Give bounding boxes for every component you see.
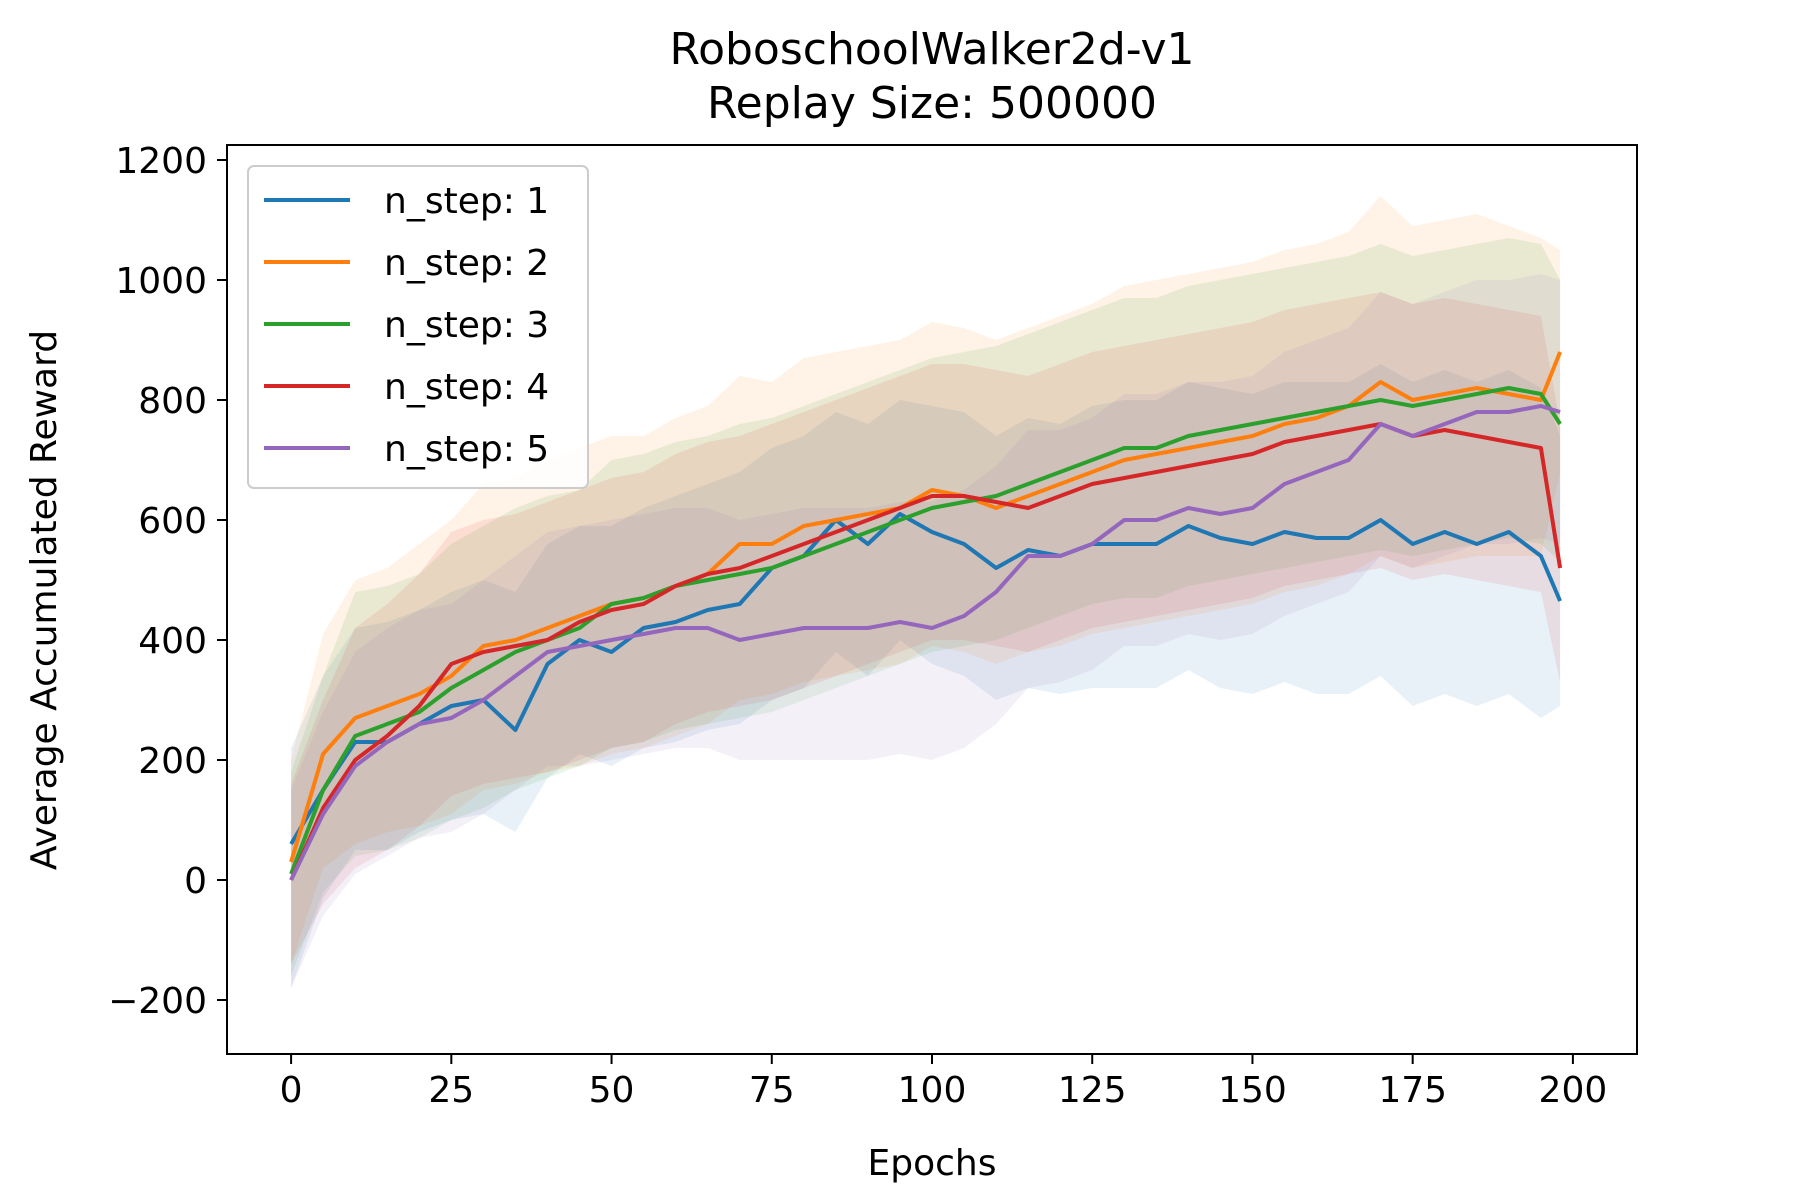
y-tick-label: 0 bbox=[184, 861, 207, 902]
series-3-line bbox=[289, 386, 1562, 875]
x-tick-label: 125 bbox=[1058, 1070, 1127, 1111]
x-tick-label: 100 bbox=[898, 1070, 967, 1111]
x-axis-label: Epochs bbox=[868, 1143, 997, 1184]
y-axis-label: Average Accumulated Reward bbox=[24, 330, 65, 870]
legend-box bbox=[247, 165, 589, 489]
series-2-band bbox=[291, 196, 1561, 964]
y-tick-label: 800 bbox=[138, 381, 207, 422]
legend-label-4: n_step: 4 bbox=[384, 367, 549, 408]
y-tick-label: 400 bbox=[138, 621, 207, 662]
y-tick-label: 200 bbox=[138, 741, 207, 782]
y-tick-label: −200 bbox=[108, 981, 207, 1022]
x-tick-label: 150 bbox=[1218, 1070, 1287, 1111]
series-5-band bbox=[291, 274, 1561, 988]
legend-label-1: n_step: 1 bbox=[384, 181, 549, 222]
series-lines bbox=[289, 351, 1563, 881]
legend-label-2: n_step: 2 bbox=[384, 243, 549, 284]
x-tick-label: 0 bbox=[280, 1070, 303, 1111]
legend-label-3: n_step: 3 bbox=[384, 305, 549, 346]
legend-label-5: n_step: 5 bbox=[384, 429, 549, 470]
series-3-band bbox=[291, 238, 1561, 976]
series-1-line bbox=[289, 512, 1562, 846]
x-tick-label: 175 bbox=[1378, 1070, 1447, 1111]
chart-title-line-1: RoboschoolWalker2d-v1 bbox=[669, 24, 1194, 75]
y-tick-label: 1000 bbox=[115, 261, 207, 302]
x-tick-label: 75 bbox=[749, 1070, 795, 1111]
series-5-line bbox=[289, 404, 1561, 881]
x-tick-label: 25 bbox=[428, 1070, 474, 1111]
y-tick-label: 1200 bbox=[115, 141, 207, 182]
chart-title-line-2: Replay Size: 500000 bbox=[707, 78, 1157, 129]
series-4-line bbox=[289, 422, 1563, 881]
series-2-line bbox=[289, 351, 1562, 863]
x-tick-label: 50 bbox=[589, 1070, 635, 1111]
legend: n_step: 1 n_step: 2 n_step: 3 n_step: 4 n_st… bbox=[247, 165, 589, 489]
x-axis: 0 25 50 75 100 125 150 175 200 bbox=[280, 1054, 1608, 1111]
y-tick-label: 600 bbox=[138, 501, 207, 542]
series-1-band bbox=[291, 364, 1561, 988]
y-axis: −200 0 200 400 600 800 1000 1200 bbox=[108, 141, 227, 1022]
x-tick-label: 200 bbox=[1539, 1070, 1608, 1111]
